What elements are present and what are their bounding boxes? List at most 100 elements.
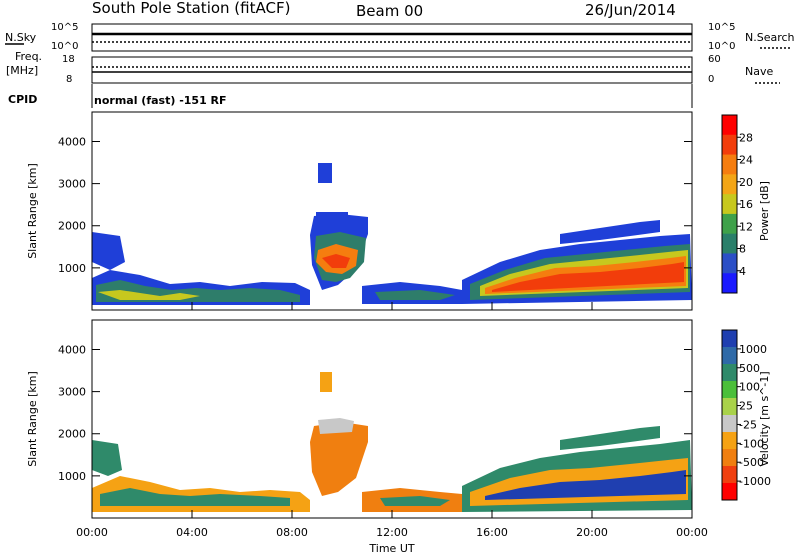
frequency-right-tick-bottom: 0 [708,74,714,85]
noise-left-tick-top: 10^5 [51,22,78,33]
cpid-value: normal (fast) -151 RF [94,94,227,107]
velocity-echo-band [485,470,686,500]
velocity-echo-band [100,488,290,506]
noise-right-tick-bottom: 10^0 [708,41,735,52]
power-colorbar-swatch [722,273,737,294]
power-panel: 1000 2000 3000 4000 Slant Range [km] [26,111,693,311]
noise-panel-frame [91,23,693,52]
power-y-axis-label: Slant Range [km] [26,163,39,259]
velocity-colorbar-swatch [722,466,737,484]
noise-right-label: N.Search [745,31,795,44]
velocity-colorbar-tick-label: 100 [739,381,760,394]
time-tick-label: 00:00 [676,526,708,539]
power-colorbar-swatch [722,213,737,235]
power-echo-band [560,220,660,244]
velocity-colorbar-swatch [722,330,737,348]
frequency-label-line2: [MHz] [6,64,38,77]
velocity-colorbar-label: Velocity [m s^-1] [758,371,771,466]
frequency-panel-frame [91,56,693,84]
power-colorbar-tick-label: 4 [739,265,746,278]
power-colorbar-swatch [722,115,737,136]
frequency-label-line1: Freq. [15,50,42,63]
power-y-tick-label: 3000 [58,178,86,191]
velocity-echo-band [310,422,368,496]
velocity-echo-band [380,496,450,506]
time-tick-label: 08:00 [276,526,308,539]
power-echo-band [98,290,200,300]
time-tick-label: 16:00 [476,526,508,539]
power-y-tick-label: 2000 [58,220,86,233]
power-y-tick-label: 1000 [58,262,86,275]
power-colorbar-tick-label: 12 [739,220,753,233]
power-echo-band [92,232,125,270]
power-y-tick-label: 4000 [58,135,86,148]
velocity-colorbar-swatch [722,398,737,416]
power-colorbar-label: Power [dB] [758,181,771,241]
time-tick-label: 12:00 [376,526,408,539]
noise-left-tick-bottom: 10^0 [51,41,78,52]
frequency-left-tick-bottom: 8 [66,74,72,85]
power-echo-band [316,212,348,224]
power-colorbar-swatch [722,134,737,156]
power-colorbar-swatch [722,194,737,215]
power-colorbar-swatch [722,174,737,195]
velocity-colorbar-tick-label: -100 [739,437,764,450]
time-tick-label: 04:00 [176,526,208,539]
power-colorbar-tick-label: 8 [739,243,746,256]
noise-panel: N.Sky 10^5 10^0 10^5 10^0 N.Search [5,22,795,52]
velocity-y-tick-label: 1000 [58,470,86,483]
velocity-colorbar-swatch [722,483,737,501]
time-axis-label: Time UT [368,542,414,554]
cpid-strip: CPID normal (fast) -151 RF [8,84,693,108]
velocity-echo-band [318,418,354,434]
station-title: South Pole Station (fitACF) [92,0,290,17]
power-y-axis: 1000 2000 3000 4000 [58,135,692,275]
velocity-colorbar-swatch [722,347,737,365]
velocity-colorbar-tick-label: -500 [739,456,764,469]
power-colorbar-swatch [722,154,737,175]
velocity-colorbar-swatch [722,415,737,433]
velocity-colorbar-tick-label: -25 [739,418,757,431]
power-colorbar-tick-label: 20 [739,176,753,189]
velocity-echo-band [320,372,332,392]
velocity-y-tick-label: 4000 [58,343,86,356]
velocity-colorbar-tick-label: 25 [739,400,753,413]
beam-label: Beam 00 [356,2,423,20]
frequency-right-label: Nave [745,65,773,78]
power-colorbar-tick-label: 24 [739,154,753,167]
velocity-colorbar: 1000 500 100 25 -25 -100 -500 -1000 [721,329,771,501]
velocity-colorbar-tick-label: 500 [739,362,760,375]
velocity-colorbar-tick-label: -1000 [739,475,771,488]
power-colorbar-swatch [722,233,737,254]
velocity-echo-band [92,440,122,476]
velocity-echo-layer [92,372,692,512]
velocity-y-axis: 1000 2000 3000 4000 [58,343,692,483]
power-colorbar-tick-label: 28 [739,131,753,144]
time-x-axis: 00:00 04:00 08:00 12:00 16:00 20:00 00:00 [76,302,708,539]
velocity-echo-band [560,426,660,450]
power-echo-band [492,262,684,292]
velocity-y-tick-label: 2000 [58,428,86,441]
power-echo-layer [92,163,692,305]
power-echo-band [322,254,350,268]
noise-left-label: N.Sky [5,31,37,44]
power-echo-band [318,163,332,183]
frequency-left-tick-top: 18 [62,54,75,65]
power-colorbar: 28 24 20 16 12 8 4 [721,114,753,294]
frequency-panel: Freq. [MHz] 18 8 60 0 Nave [6,50,780,85]
velocity-colorbar-swatch [722,449,737,467]
velocity-colorbar-swatch [722,381,737,399]
frequency-right-tick-top: 60 [708,54,721,65]
power-colorbar-swatch [722,253,737,274]
velocity-panel: 1000 2000 3000 4000 00:00 04:00 08:00 12:00 16:… [26,302,708,555]
velocity-y-axis-label: Slant Range [km] [26,371,39,467]
velocity-colorbar-swatch [722,364,737,382]
velocity-colorbar-tick-label: 1000 [739,343,767,356]
time-tick-label: 00:00 [76,526,108,539]
noise-right-tick-top: 10^5 [708,22,735,33]
power-colorbar-tick-label: 16 [739,198,753,211]
cpid-label: CPID [8,93,37,106]
velocity-y-tick-label: 3000 [58,386,86,399]
power-echo-band [375,290,455,300]
